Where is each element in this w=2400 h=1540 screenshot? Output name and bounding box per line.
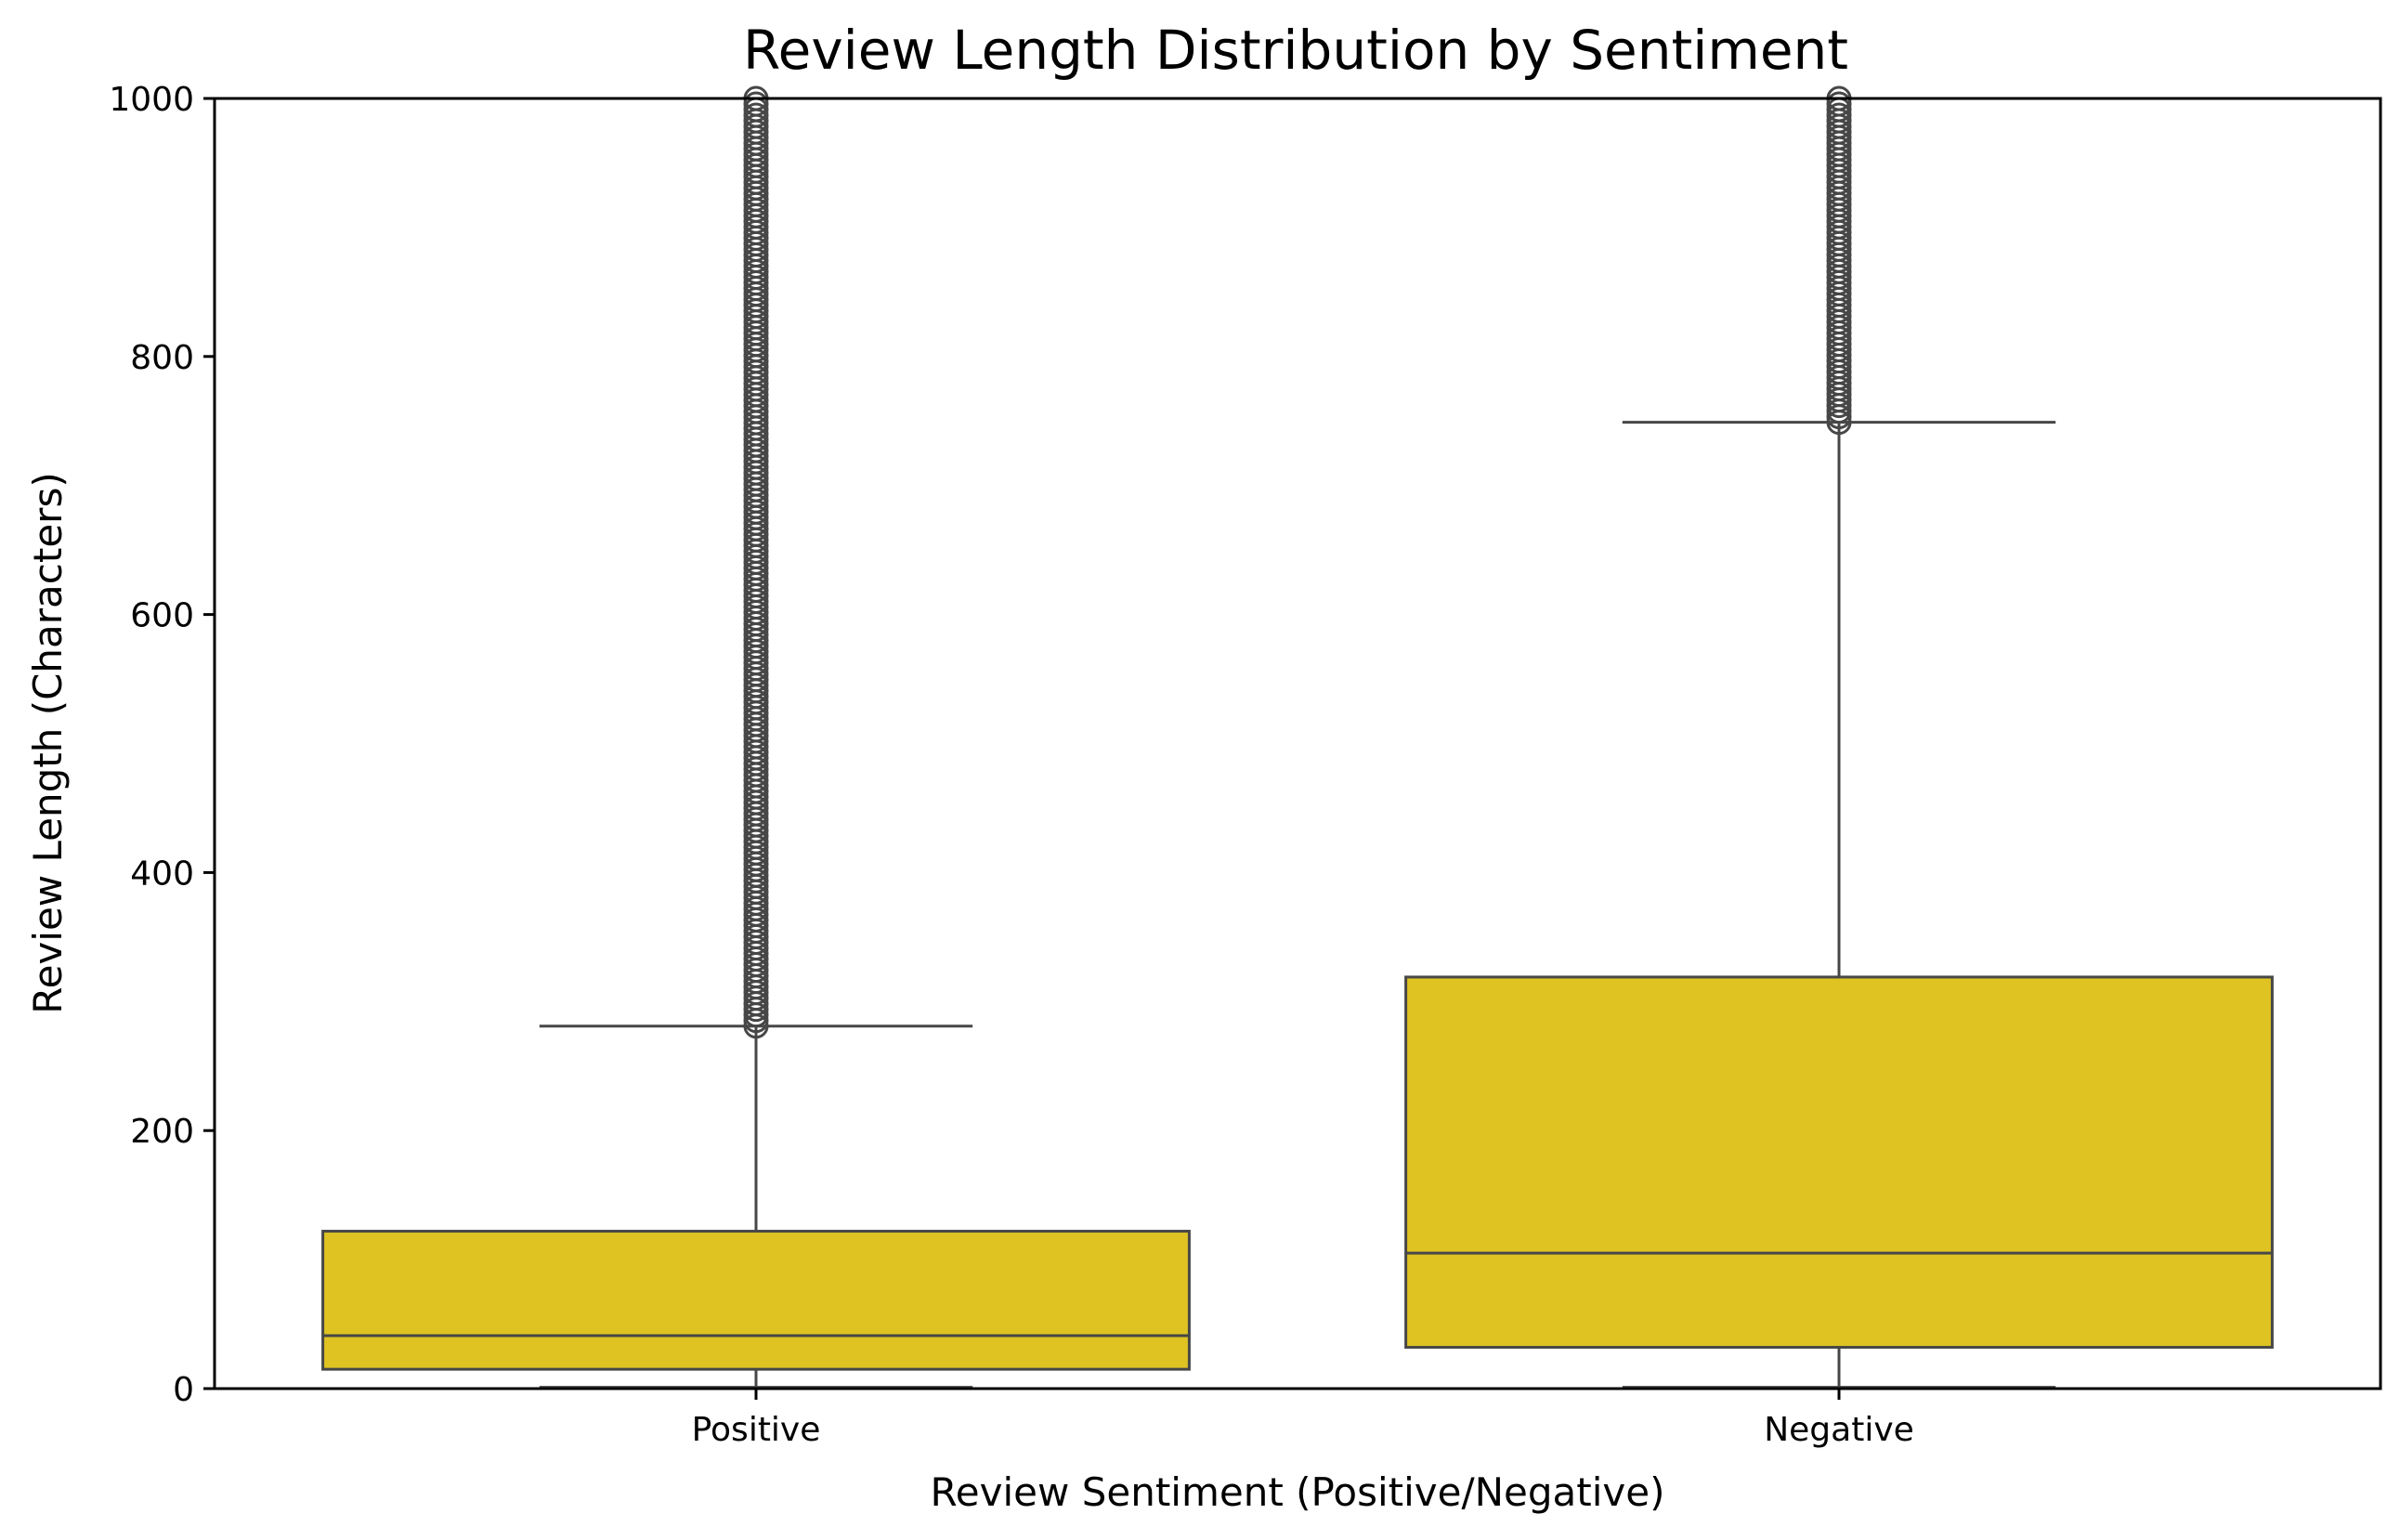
- box-group-negative: [1404, 85, 2274, 1390]
- x-tick-label: Negative: [1764, 1411, 1914, 1449]
- y-tick-label: 600: [130, 597, 194, 635]
- y-tick-label: 800: [130, 339, 194, 377]
- boxes-layer: [321, 85, 2274, 1390]
- box-iqr-positive: [321, 1230, 1191, 1371]
- y-axis-label: Review Length (Characters): [25, 472, 71, 1013]
- outliers-negative: [1826, 85, 1852, 436]
- plot-frame: [213, 97, 2382, 1390]
- y-tick-label: 0: [173, 1371, 194, 1409]
- chart-title: Review Length Distribution by Sentiment: [743, 19, 1848, 82]
- y-tick-label: 1000: [109, 81, 194, 119]
- x-axis-label: Review Sentiment (Positive/Negative): [931, 1469, 1665, 1515]
- box-group-positive: [321, 85, 1191, 1390]
- x-tick-label: Positive: [692, 1411, 821, 1449]
- y-tick-label: 400: [130, 855, 194, 893]
- y-tick-label: 200: [130, 1113, 194, 1151]
- y-axis: 0 200 400 600 800 1000: [109, 81, 215, 1409]
- x-axis: Positive Negative: [692, 1389, 1914, 1449]
- outliers-positive: [743, 85, 769, 1039]
- box-iqr-negative: [1404, 975, 2274, 1350]
